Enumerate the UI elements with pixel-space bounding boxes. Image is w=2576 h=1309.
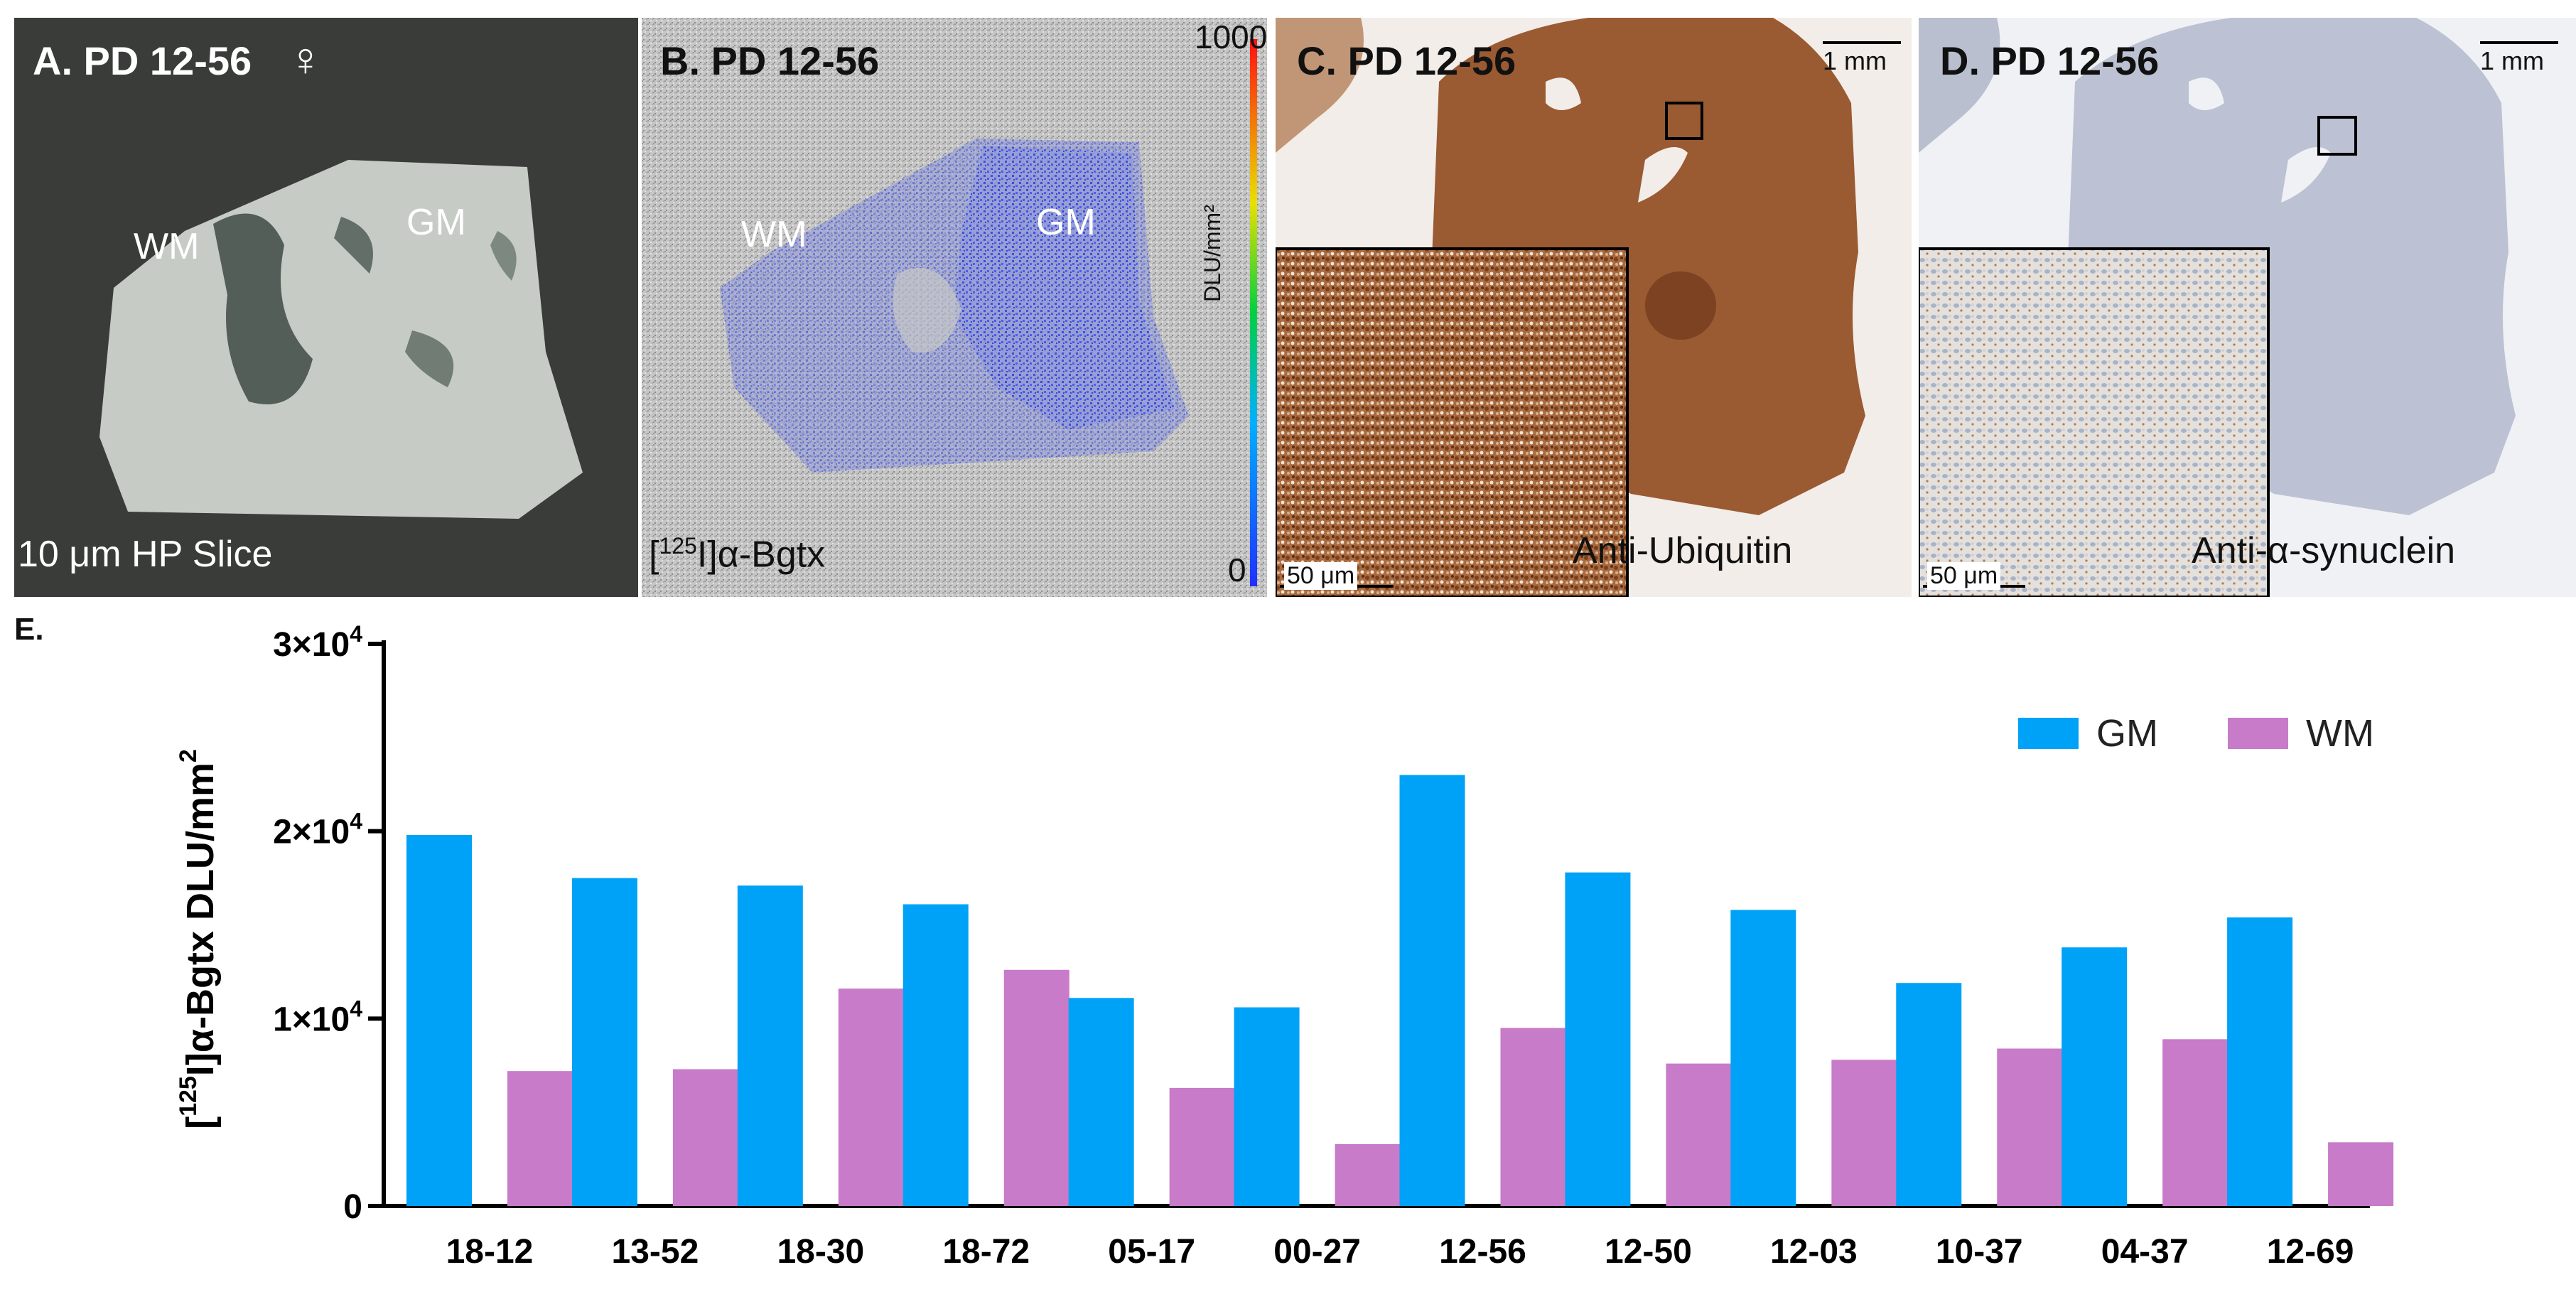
- x-tick-label: 04-37: [2101, 1233, 2189, 1271]
- legend-label-gm: GM: [2096, 712, 2158, 755]
- scale-max-label: 1000: [1195, 18, 1267, 55]
- panel-c-ubiquitin-image: [1276, 18, 1912, 597]
- panel-a-tissue-image: [14, 18, 638, 597]
- bar-wm-10-37: [1997, 1048, 2063, 1206]
- panel-b-autoradiograph: [642, 18, 1267, 597]
- x-tick-label: 18-30: [777, 1233, 864, 1271]
- bar-gm-12-56: [1399, 775, 1465, 1206]
- bar-gm-12-69: [2227, 917, 2293, 1206]
- bar-gm-18-12: [406, 834, 472, 1206]
- panel-d-inset-scale-label: 50 μm: [1927, 562, 2001, 590]
- panel-d: D. PD 12-56 1 mm 50 μm Anti-α-synuclein: [1919, 18, 2576, 597]
- panel-b-title: B. PD 12-56: [660, 38, 880, 83]
- bar-wm-12-56: [1500, 1028, 1566, 1206]
- bar-wm-13-52: [672, 1069, 738, 1206]
- y-axis-title: [125I]α-Bgtx DLU/mm2: [175, 749, 222, 1129]
- y-tick-label: 1×104: [273, 996, 362, 1038]
- bar-gm-05-17: [1068, 998, 1134, 1206]
- bar-wm-04-37: [2162, 1039, 2229, 1206]
- bar-wm-18-30: [838, 989, 904, 1206]
- bar-wm-05-17: [1169, 1087, 1235, 1206]
- female-symbol: ♀: [288, 33, 323, 85]
- x-tick-label: 18-12: [446, 1233, 534, 1271]
- x-tick-label: 12-69: [2267, 1233, 2354, 1271]
- panel-e-label: E.: [14, 612, 44, 647]
- bar-chart: E. 0 1×104 2×104 3×104 [125I]α-Bgtx DLU/mm2 18…: [14, 612, 2394, 1271]
- bar-gm-18-72: [902, 904, 969, 1206]
- panel-c-title: C. PD 12-56: [1297, 38, 1516, 83]
- x-tick-label: 10-37: [1936, 1233, 2023, 1271]
- panel-a: A. PD 12-56 ♀ WM GM 10 μm HP Slice: [14, 18, 638, 597]
- panel-c-inset-scale-label: 50 μm: [1284, 562, 1358, 590]
- bar-wm-12-69: [2328, 1142, 2394, 1206]
- x-tick-label: 12-03: [1770, 1233, 1858, 1271]
- legend-swatch-gm: [2018, 718, 2079, 749]
- panel-c-stain-label: Anti-Ubiquitin: [1573, 530, 1793, 571]
- x-tick-label: 00-27: [1273, 1233, 1361, 1271]
- x-tick-label: 18-72: [942, 1233, 1030, 1271]
- y-tick-label: 0: [343, 1188, 362, 1226]
- bar-wm-18-72: [1003, 969, 1069, 1206]
- panel-b-gm-label: GM: [1036, 202, 1096, 243]
- scale-min-label: 0: [1228, 551, 1246, 588]
- panel-d-title: D. PD 12-56: [1940, 38, 2160, 83]
- x-tick-label: 12-50: [1605, 1233, 1692, 1271]
- panel-a-gm-label: GM: [406, 202, 466, 243]
- x-tick-label: 05-17: [1108, 1233, 1195, 1271]
- panel-a-caption: 10 μm HP Slice: [18, 534, 273, 575]
- bar-wm-12-03: [1831, 1060, 1897, 1206]
- bar-gm-12-03: [1730, 910, 1796, 1206]
- panel-d-stain-label: Anti-α-synuclein: [2192, 530, 2456, 571]
- bar-gm-12-50: [1565, 872, 1631, 1206]
- bar-gm-10-37: [1896, 983, 1962, 1206]
- panel-a-title: A. PD 12-56: [33, 38, 252, 83]
- bar-gm-13-52: [571, 878, 637, 1206]
- panel-c: C. PD 12-56 1 mm 50 μm Anti-Ubiquitin: [1276, 18, 1912, 597]
- legend-label-wm: WM: [2306, 712, 2374, 755]
- panel-b: B. PD 12-56 WM GM [125I]α-Bgtx 1000 0 DL…: [642, 18, 1267, 597]
- bar-wm-18-12: [507, 1071, 573, 1206]
- bar-gm-00-27: [1234, 1007, 1300, 1206]
- panel-b-caption: [125I]α-Bgtx: [649, 533, 826, 576]
- legend-swatch-wm: [2228, 718, 2288, 749]
- scale-unit-label: DLU/mm²: [1200, 205, 1225, 302]
- x-tick-label: 12-56: [1439, 1233, 1526, 1271]
- y-tick-label: 3×104: [273, 621, 362, 664]
- panel-d-scale-bar-label: 1 mm: [2480, 46, 2544, 75]
- x-tick-label: 13-52: [612, 1233, 699, 1271]
- bar-gm-18-30: [737, 885, 803, 1206]
- panel-c-scale-bar-label: 1 mm: [1823, 46, 1887, 75]
- y-tick-label: 2×104: [273, 809, 362, 851]
- panel-a-wm-label: WM: [134, 226, 200, 267]
- isotope-superscript: 125: [659, 533, 697, 559]
- panel-d-synuclein-image: [1919, 18, 2576, 597]
- bar-gm-04-37: [2062, 947, 2128, 1206]
- bar-wm-00-27: [1335, 1143, 1401, 1206]
- bar-wm-12-50: [1666, 1063, 1732, 1206]
- panel-b-wm-label: WM: [741, 214, 807, 255]
